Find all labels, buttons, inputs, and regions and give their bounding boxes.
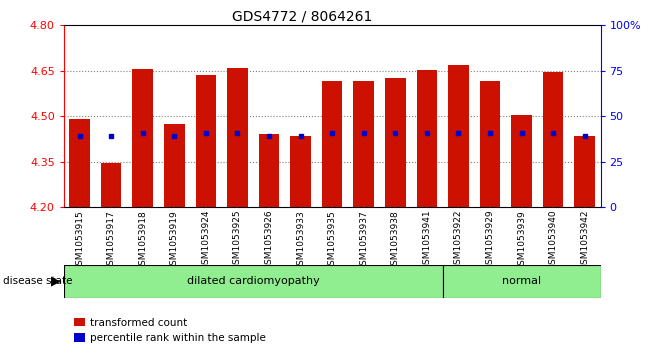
Bar	[322, 81, 342, 207]
Bar	[443, 265, 601, 298]
Bar	[291, 136, 311, 207]
Text: GSM1053926: GSM1053926	[264, 210, 274, 270]
Bar	[101, 163, 121, 207]
Bar	[574, 136, 595, 207]
Bar	[543, 72, 564, 207]
Text: GSM1053919: GSM1053919	[170, 210, 178, 270]
Text: GSM1053925: GSM1053925	[233, 210, 242, 270]
Legend: transformed count, percentile rank within the sample: transformed count, percentile rank withi…	[74, 318, 266, 343]
Text: dilated cardiomyopathy: dilated cardiomyopathy	[187, 276, 319, 286]
Bar	[448, 65, 469, 207]
Text: GSM1053933: GSM1053933	[296, 210, 305, 270]
Bar	[64, 265, 443, 298]
Bar	[227, 68, 248, 207]
Bar	[480, 81, 501, 207]
Text: GSM1053915: GSM1053915	[75, 210, 84, 270]
Text: GSM1053940: GSM1053940	[549, 210, 558, 270]
Text: GSM1053937: GSM1053937	[359, 210, 368, 270]
Text: GSM1053942: GSM1053942	[580, 210, 589, 270]
Text: GSM1053941: GSM1053941	[422, 210, 431, 270]
Bar	[417, 70, 437, 207]
Bar	[164, 124, 185, 207]
Text: normal: normal	[502, 276, 541, 286]
Bar	[511, 115, 532, 207]
Text: GDS4772 / 8064261: GDS4772 / 8064261	[231, 9, 372, 23]
Bar	[195, 76, 216, 207]
Text: ▶: ▶	[51, 275, 60, 288]
Text: GSM1053938: GSM1053938	[391, 210, 400, 270]
Text: GSM1053939: GSM1053939	[517, 210, 526, 270]
Text: GSM1053917: GSM1053917	[107, 210, 115, 270]
Bar	[354, 81, 374, 207]
Bar	[69, 119, 90, 207]
Bar	[385, 78, 405, 207]
Text: GSM1053918: GSM1053918	[138, 210, 147, 270]
Text: GSM1053929: GSM1053929	[486, 210, 495, 270]
Text: GSM1053922: GSM1053922	[454, 210, 463, 270]
Bar	[132, 69, 153, 207]
Text: GSM1053924: GSM1053924	[201, 210, 210, 270]
Text: GSM1053935: GSM1053935	[327, 210, 337, 270]
Text: disease state: disease state	[3, 276, 73, 286]
Bar	[259, 134, 279, 207]
